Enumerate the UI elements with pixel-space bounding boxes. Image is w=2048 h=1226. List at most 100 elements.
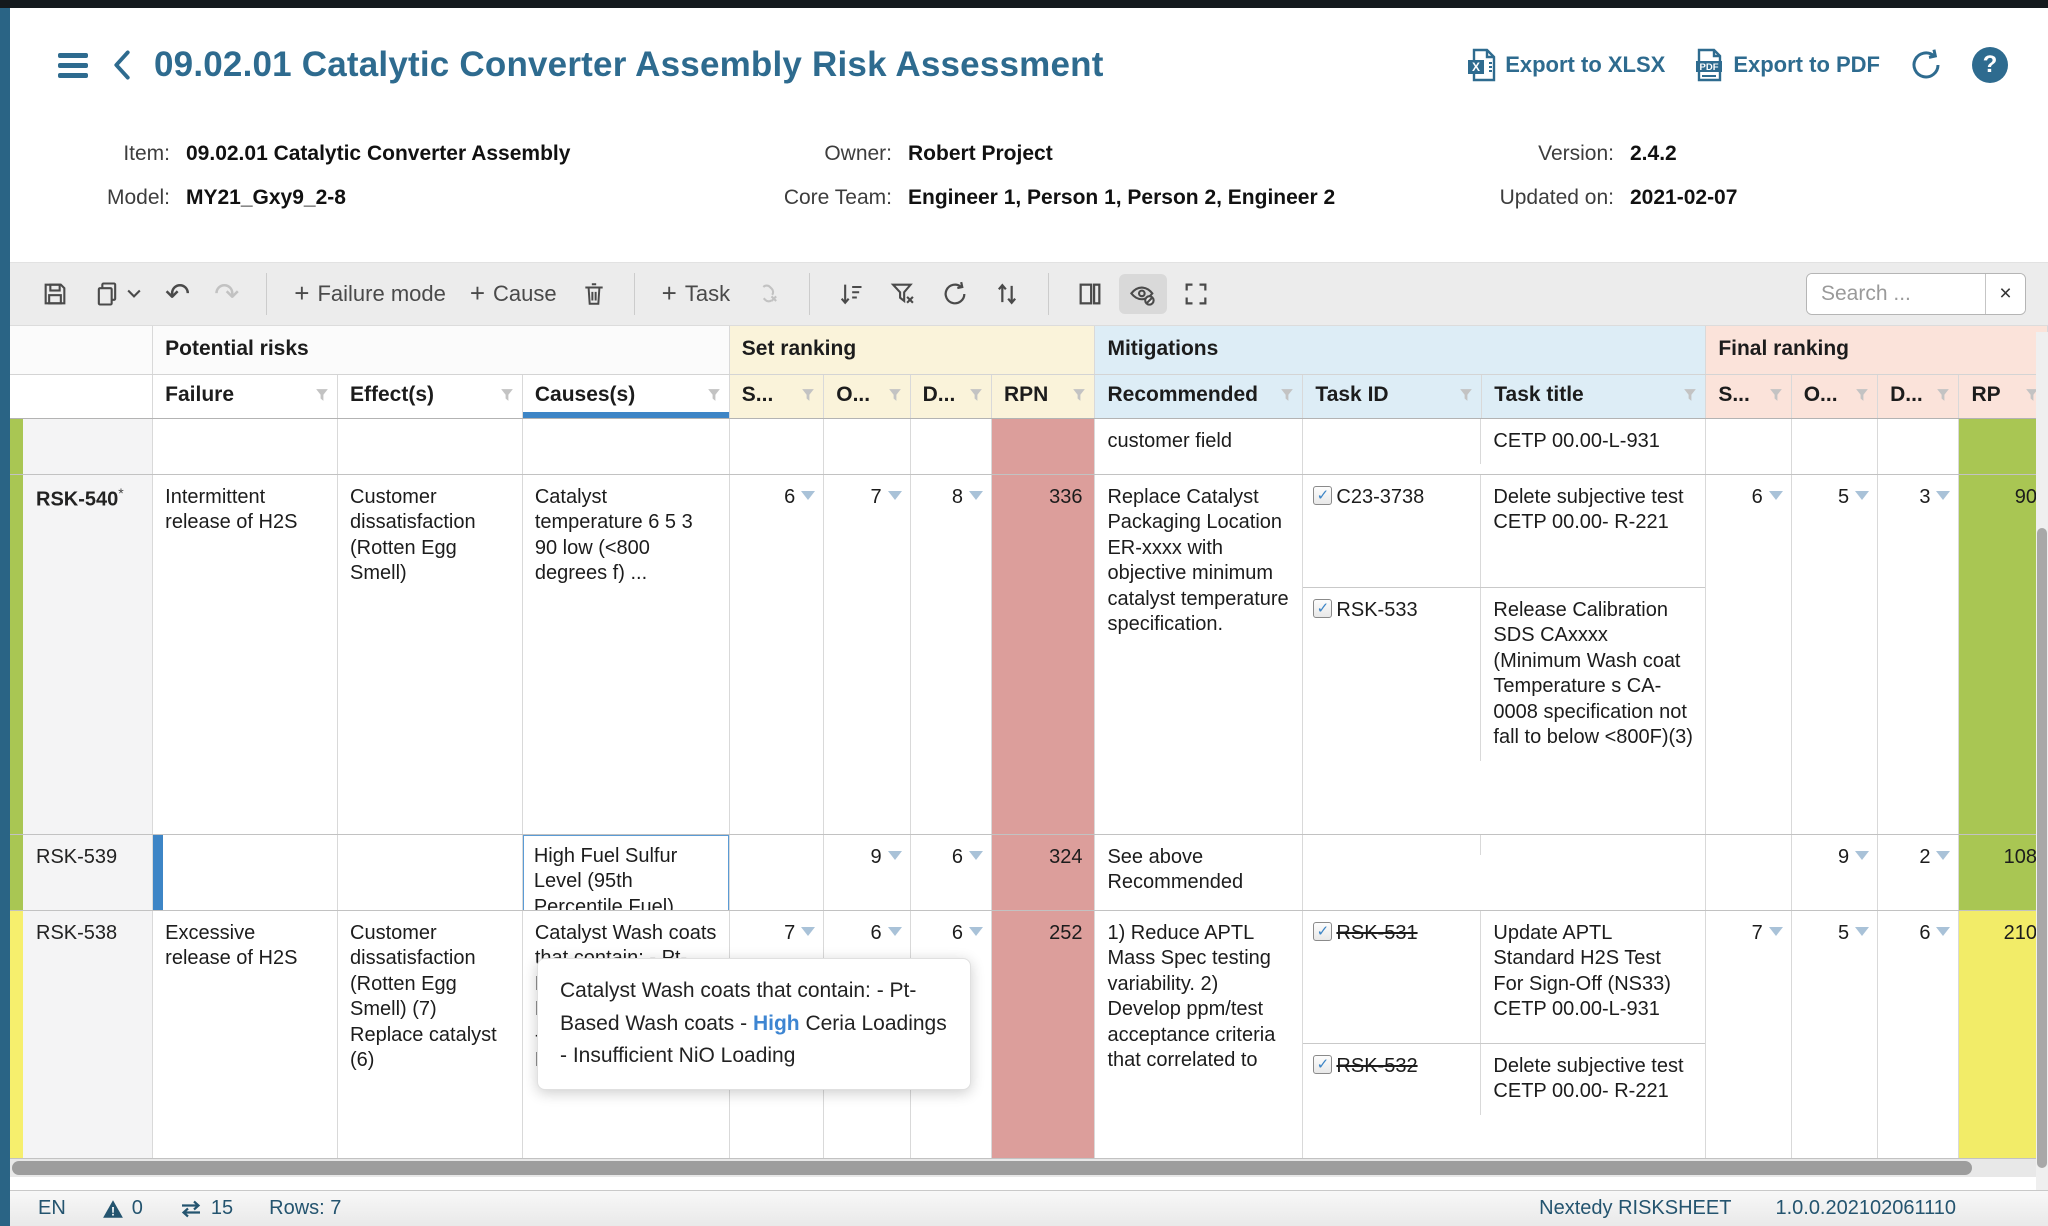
reload-button[interactable]	[1908, 47, 1944, 83]
add-cause-button[interactable]: + Cause	[461, 273, 566, 316]
cell-rpn[interactable]	[992, 418, 1095, 474]
unlink-task-button[interactable]	[745, 274, 791, 314]
cell-failure[interactable]: Excessive release of H2S	[153, 910, 338, 1158]
task-id[interactable]	[1303, 835, 1481, 855]
row-id-cell[interactable]: RSK-538	[10, 910, 153, 1158]
filter-icon[interactable]	[1855, 388, 1869, 402]
help-button[interactable]: ?	[1972, 47, 2008, 83]
checkbox-checked-icon[interactable]: ✓	[1313, 1055, 1332, 1074]
filter-icon[interactable]	[707, 388, 721, 402]
column-severity[interactable]: S...	[729, 374, 823, 418]
filter-icon[interactable]	[1683, 388, 1697, 402]
horizontal-scrollbar-thumb[interactable]	[12, 1161, 1972, 1175]
cell-causes[interactable]	[522, 418, 729, 474]
cell-final-rp[interactable]	[1959, 418, 2048, 474]
column-final-severity[interactable]: S...	[1706, 374, 1791, 418]
dropdown-icon[interactable]	[1855, 927, 1869, 936]
column-final-detection[interactable]: D...	[1878, 374, 1959, 418]
redo-button[interactable]: ↷	[205, 271, 248, 318]
task-id[interactable]	[1303, 419, 1481, 465]
dropdown-icon[interactable]	[1769, 927, 1783, 936]
cell-editor[interactable]: High Fuel Sulfur Level (95th Percentile …	[522, 834, 729, 910]
vertical-scrollbar[interactable]	[2036, 332, 2048, 1190]
column-causes[interactable]: Causes(s)	[522, 374, 729, 418]
dropdown-icon[interactable]	[888, 491, 902, 500]
cell-recommended[interactable]: See above Recommended	[1095, 834, 1303, 910]
dropdown-icon[interactable]	[801, 491, 815, 500]
cell-effects[interactable]	[338, 418, 523, 474]
cell-failure[interactable]	[153, 418, 338, 474]
clear-search-button[interactable]: ×	[1985, 274, 2025, 314]
cell-severity[interactable]: 6	[729, 474, 823, 834]
column-final-occurrence[interactable]: O...	[1791, 374, 1877, 418]
task-id[interactable]: ✓RSK-532	[1303, 1044, 1481, 1115]
cell-final-severity[interactable]	[1706, 834, 1791, 910]
cell-final-occurrence[interactable]: 9	[1791, 834, 1877, 910]
cell-detection[interactable]: 8	[910, 474, 991, 834]
column-task-id[interactable]: Task ID	[1303, 374, 1482, 418]
cell-final-detection[interactable]: 2	[1878, 834, 1959, 910]
cell-final-rp[interactable]: 210	[1959, 910, 2048, 1158]
cell-causes[interactable]: High Fuel Sulfur Level (95th Percentile …	[522, 834, 729, 910]
cell-severity[interactable]	[729, 418, 823, 474]
checkbox-checked-icon[interactable]: ✓	[1313, 922, 1332, 941]
cell-final-severity[interactable]: 6	[1706, 474, 1791, 834]
column-rpn[interactable]: RPN	[992, 374, 1095, 418]
dropdown-icon[interactable]	[1936, 491, 1950, 500]
cell-recommended[interactable]: customer field	[1095, 418, 1303, 474]
filter-icon[interactable]	[969, 388, 983, 402]
task-title[interactable]: CETP 00.00-L-931	[1481, 419, 1705, 465]
row-id-cell[interactable]	[10, 418, 153, 474]
dropdown-icon[interactable]	[969, 851, 983, 860]
cell-final-occurrence[interactable]: 5	[1791, 474, 1877, 834]
add-failure-mode-button[interactable]: + Failure mode	[285, 273, 455, 316]
cell-recommended[interactable]: Replace Catalyst Packaging Location ER-x…	[1095, 474, 1303, 834]
dropdown-icon[interactable]	[969, 491, 983, 500]
cell-effects[interactable]: Customer dissatisfaction (Rotten Egg Sme…	[338, 474, 523, 834]
task-id[interactable]: ✓RSK-531	[1303, 911, 1481, 1043]
column-occurrence[interactable]: O...	[824, 374, 910, 418]
cell-causes[interactable]: Catalyst temperature 6 5 3 90 low (<800 …	[522, 474, 729, 834]
dropdown-icon[interactable]	[888, 851, 902, 860]
cell-severity[interactable]	[729, 834, 823, 910]
dropdown-icon[interactable]	[1936, 927, 1950, 936]
cell-final-occurrence[interactable]: 5	[1791, 910, 1877, 1158]
filter-icon[interactable]	[888, 388, 902, 402]
fullscreen-button[interactable]	[1173, 274, 1219, 314]
column-effects[interactable]: Effect(s)	[338, 374, 523, 418]
export-pdf-button[interactable]: PDF Export to PDF	[1693, 48, 1880, 82]
back-icon[interactable]	[110, 49, 134, 81]
cell-occurrence[interactable]: 7	[824, 474, 910, 834]
task-title[interactable]: Delete subjective test CETP 00.00- R-221	[1481, 475, 1705, 587]
undo-button[interactable]: ↶	[156, 271, 199, 318]
duplicate-button[interactable]	[84, 274, 150, 314]
add-task-button[interactable]: + Task	[653, 273, 739, 316]
cell-detection[interactable]	[910, 418, 991, 474]
dropdown-icon[interactable]	[1936, 851, 1950, 860]
filter-icon[interactable]	[315, 388, 329, 402]
cell-failure[interactable]	[153, 834, 338, 910]
cell-recommended[interactable]: 1) Reduce APTL Mass Spec testing variabi…	[1095, 910, 1303, 1158]
column-failure[interactable]: Failure	[153, 374, 338, 418]
column-final-rp[interactable]: RP	[1959, 374, 2048, 418]
dropdown-icon[interactable]	[1769, 491, 1783, 500]
clear-filter-button[interactable]	[880, 274, 926, 314]
task-title[interactable]: Update APTL Standard H2S Test For Sign-O…	[1481, 911, 1705, 1043]
cell-rpn[interactable]: 252	[992, 910, 1095, 1158]
cell-final-severity[interactable]	[1706, 418, 1791, 474]
cell-final-severity[interactable]: 7	[1706, 910, 1791, 1158]
cell-rpn[interactable]: 324	[992, 834, 1095, 910]
cell-rpn[interactable]: 336	[992, 474, 1095, 834]
column-recommended[interactable]: Recommended	[1095, 374, 1303, 418]
filter-icon[interactable]	[801, 388, 815, 402]
task-title[interactable]: Delete subjective test CETP 00.00- R-221	[1481, 1044, 1705, 1115]
filter-icon[interactable]	[1072, 388, 1086, 402]
row-id-cell[interactable]: RSK-539	[10, 834, 153, 910]
dropdown-icon[interactable]	[801, 927, 815, 936]
filter-icon[interactable]	[1459, 388, 1473, 402]
save-button[interactable]	[32, 274, 78, 314]
dropdown-icon[interactable]	[1855, 491, 1869, 500]
task-id[interactable]: ✓RSK-533	[1303, 588, 1481, 762]
checkbox-checked-icon[interactable]: ✓	[1313, 486, 1332, 505]
split-view-button[interactable]	[1067, 274, 1113, 314]
